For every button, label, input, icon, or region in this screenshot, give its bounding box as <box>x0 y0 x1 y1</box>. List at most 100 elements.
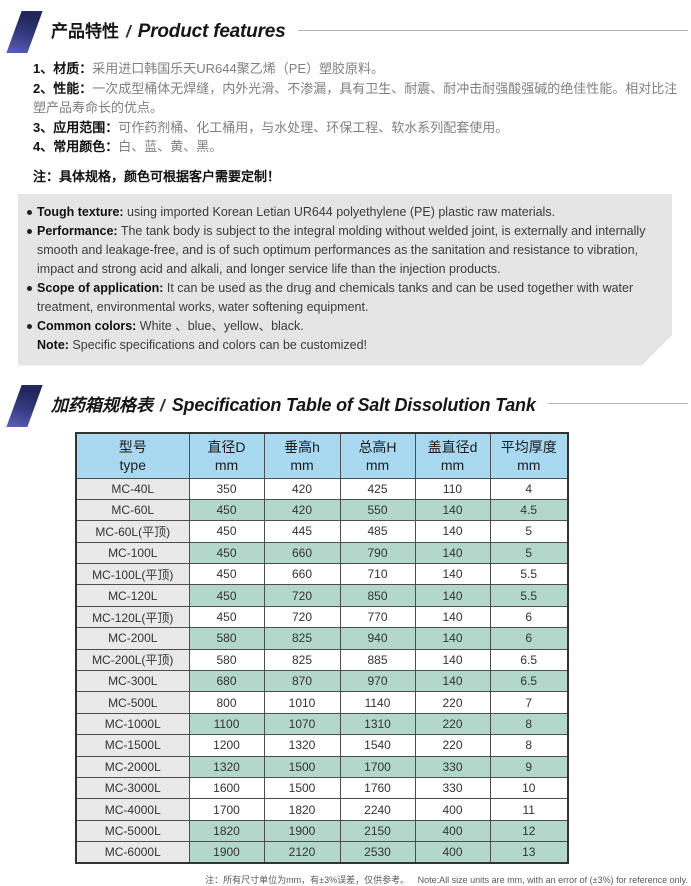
cell-height-h: 445 <box>263 520 341 543</box>
column-header-line1: 总高H <box>358 438 397 455</box>
cell-diameter: 680 <box>188 670 265 693</box>
cell-type: MC-3000L <box>75 776 190 800</box>
table-row: MC-200L 580 825 940 140 6 <box>75 627 569 650</box>
cell-cover-diameter: 220 <box>414 734 491 757</box>
section1-title-zh: 产品特性 <box>51 22 119 41</box>
column-header-line2: type <box>119 456 146 473</box>
column-header-line1: 平均厚度 <box>500 438 557 455</box>
cell-thickness: 6 <box>489 605 569 629</box>
cell-total-height: 1140 <box>339 691 416 714</box>
cell-diameter: 1820 <box>188 819 265 843</box>
english-feature-item: Scope of application: It can be used as … <box>26 279 658 317</box>
accent-parallelogram-icon <box>6 384 43 427</box>
feature-item-label: 2、性能： <box>33 80 93 96</box>
cell-type: MC-100L(平顶) <box>75 563 190 586</box>
cell-cover-diameter: 140 <box>414 584 491 607</box>
feature-list: 1、材质：采用进口韩国乐天UR644聚乙烯（PE）塑胶原料。 2、性能：一次成型桶… <box>33 59 683 157</box>
cell-type: MC-60L(平顶) <box>75 520 190 543</box>
cell-type: MC-120L(平顶) <box>75 605 190 629</box>
cell-diameter: 350 <box>188 477 265 500</box>
cell-cover-diameter: 400 <box>414 841 491 864</box>
english-feature-item: Common colors: White 、blue、yellow、black. <box>26 317 658 336</box>
cell-type: MC-200L(平顶) <box>75 648 190 672</box>
cell-thickness: 6.5 <box>489 648 569 672</box>
cell-thickness: 5.5 <box>489 584 569 607</box>
table-row: MC-100L(平顶) 450 660 710 140 5.5 <box>75 563 569 586</box>
cell-type: MC-6000L <box>75 841 190 864</box>
table-row: MC-1500L 1200 1320 1540 220 8 <box>75 734 569 757</box>
column-header: 直径D mm <box>188 432 265 479</box>
section1-title-en: Product features <box>137 21 286 42</box>
cell-diameter: 450 <box>188 563 265 586</box>
cell-thickness: 7 <box>489 691 569 714</box>
table-footnote: 注：所有尺寸单位为mm，有±3%误差，仅供参考。 Note:All size u… <box>0 873 688 886</box>
cell-type: MC-1000L <box>75 712 190 736</box>
cell-total-height: 1700 <box>339 755 416 778</box>
cell-diameter: 450 <box>188 584 265 607</box>
table-row: MC-120L(平顶) 450 720 770 140 6 <box>75 605 569 629</box>
bullet-icon <box>27 229 32 234</box>
column-header-line2: mm <box>440 456 465 473</box>
cell-type: MC-500L <box>75 691 190 714</box>
cell-cover-diameter: 140 <box>414 520 491 543</box>
cell-cover-diameter: 140 <box>414 563 491 586</box>
cell-height-h: 825 <box>263 648 341 672</box>
english-features-box: Tough texture: using imported Korean Let… <box>18 194 672 366</box>
feature-item-label: 4、常用颜色： <box>33 139 119 154</box>
cell-cover-diameter: 330 <box>414 776 491 800</box>
cell-type: MC-40L <box>75 477 190 500</box>
english-feature-label: Common colors: <box>37 318 137 333</box>
cell-diameter: 1700 <box>188 798 265 821</box>
english-box-note: Note: Specific specifications and colors… <box>37 337 368 352</box>
english-feature-item: Tough texture: using imported Korean Let… <box>26 203 658 222</box>
column-header-line2: mm <box>214 456 239 473</box>
header-rule-line <box>547 403 688 404</box>
english-feature-label: Performance: <box>37 223 118 238</box>
cell-thickness: 4 <box>489 477 569 500</box>
cell-height-h: 1500 <box>263 755 341 778</box>
column-header-line1: 直径D <box>207 438 246 455</box>
cell-type: MC-4000L <box>75 798 190 821</box>
section2-title-en: Specification Table of Salt Dissolution … <box>171 395 536 415</box>
cell-height-h: 720 <box>263 584 341 607</box>
table-row: MC-60L(平顶) 450 445 485 140 5 <box>75 520 569 543</box>
column-header-line2: mm <box>365 456 390 473</box>
column-header-line2: mm <box>290 456 314 473</box>
cell-cover-diameter: 140 <box>414 605 491 629</box>
column-header-line1: 垂高h <box>284 438 320 455</box>
table-row: MC-60L 450 420 550 140 4.5 <box>75 498 569 522</box>
cell-type: MC-100L <box>75 541 190 565</box>
cell-total-height: 850 <box>339 584 416 607</box>
cell-thickness: 12 <box>489 819 569 843</box>
cell-diameter: 1100 <box>188 712 265 736</box>
section-header-spec-table: 加药箱规格表 / Specification Table of Salt Dis… <box>6 382 691 427</box>
cell-cover-diameter: 140 <box>414 627 491 650</box>
cell-height-h: 825 <box>263 627 341 650</box>
english-feature-item: Performance: The tank body is subject to… <box>26 222 658 279</box>
feature-item: 1、材质：采用进口韩国乐天UR644聚乙烯（PE）塑胶原料。 <box>33 61 385 76</box>
cell-diameter: 450 <box>188 605 265 629</box>
cell-thickness: 6.5 <box>489 670 569 693</box>
spec-table: 型号 type 直径D mm 垂高h mm 总高H mm 盖直径d mm 平均厚度 mm MC-40L… <box>75 431 569 865</box>
header-rule-line <box>297 29 688 31</box>
table-row: MC-6000L 1900 2120 2530 400 13 <box>75 841 569 864</box>
cell-diameter: 1200 <box>188 734 265 757</box>
cell-total-height: 970 <box>339 670 416 693</box>
cell-diameter: 450 <box>188 498 265 522</box>
customization-note-zh: 注：具体规格，颜色可根据客户需要定制！ <box>33 168 281 184</box>
cell-total-height: 425 <box>339 477 416 500</box>
table-row: MC-300L 680 870 970 140 6.5 <box>75 670 569 693</box>
cell-total-height: 790 <box>339 541 416 565</box>
cell-cover-diameter: 140 <box>414 648 491 672</box>
table-row: MC-500L 800 1010 1140 220 7 <box>75 691 569 714</box>
cell-total-height: 2530 <box>339 841 416 864</box>
cell-height-h: 870 <box>263 670 341 693</box>
cell-diameter: 580 <box>188 648 265 672</box>
cell-thickness: 6 <box>489 627 569 650</box>
feature-item: 3、应用范围：可作药剂桶、化工桶用，与水处理、环保工程、软水系列配套使用。 <box>33 119 509 135</box>
cell-thickness: 11 <box>489 798 569 821</box>
cell-height-h: 1900 <box>263 819 341 843</box>
cell-total-height: 1540 <box>339 734 416 757</box>
column-header: 总高H mm <box>339 432 416 479</box>
footnote-en: Note:All size units are mm, with an erro… <box>417 875 688 886</box>
